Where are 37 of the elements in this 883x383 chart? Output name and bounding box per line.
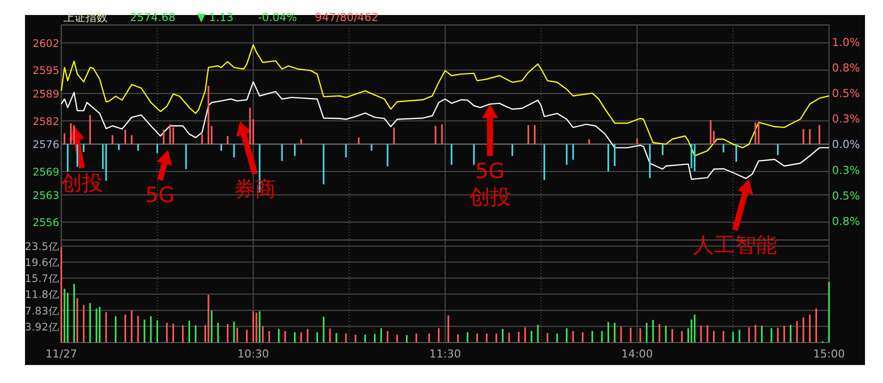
- y-tick-label: 2589: [32, 88, 60, 101]
- y-tick-label: 23.5亿: [24, 241, 60, 254]
- y-tick-label: 2569: [32, 166, 60, 178]
- line-series: [60, 44, 830, 156]
- y-tick-label: 19.6亿: [24, 257, 60, 270]
- y2-tick-label: 0.8%: [832, 214, 860, 228]
- text: -0.04%: [258, 11, 297, 24]
- x-tick-label: 14:00: [621, 348, 653, 360]
- y-tick-label: 2576: [32, 139, 60, 152]
- y2-tick-label: 0.5%: [832, 189, 860, 202]
- y2-tick-label: 0.3%: [832, 112, 860, 126]
- text: 947/80/462: [315, 11, 378, 24]
- text: 2574.68: [130, 11, 176, 24]
- y2-tick-label: 0.8%: [832, 61, 860, 74]
- y2-tick-label: 1.0%: [832, 36, 860, 49]
- annotation: 5G 创投: [469, 159, 511, 209]
- chart-title: 上证指数: [63, 11, 108, 24]
- y2-tick-label: 0.3%: [832, 164, 860, 177]
- y-tick-label: 15.7亿: [24, 273, 60, 286]
- annotation: 5G: [145, 183, 175, 207]
- y2-tick-label: 0.5%: [832, 87, 860, 100]
- x-tick-label: 15:00: [813, 348, 845, 360]
- x-tick-label: 11:30: [429, 348, 461, 360]
- y-tick-label: 2563: [32, 190, 60, 202]
- y-tick-label: 7.83亿: [24, 305, 60, 318]
- y-tick-label: 3.92亿: [24, 321, 60, 334]
- y2-tick-label: 0.0%: [832, 138, 860, 152]
- y-tick-label: 11.8亿: [24, 289, 60, 302]
- annotation: 券商: [234, 177, 276, 201]
- text: ▼ 1.13: [197, 11, 234, 24]
- y-tick-label: 2556: [32, 217, 60, 230]
- annotation: 创投: [61, 171, 103, 195]
- y-tick-label: 2602: [32, 38, 60, 50]
- x-tick-label: 10:30: [237, 348, 270, 360]
- y-tick-label: 2595: [32, 65, 60, 78]
- y-tick-label: 2582: [32, 116, 60, 128]
- x-tick-label: 11/27: [45, 348, 78, 360]
